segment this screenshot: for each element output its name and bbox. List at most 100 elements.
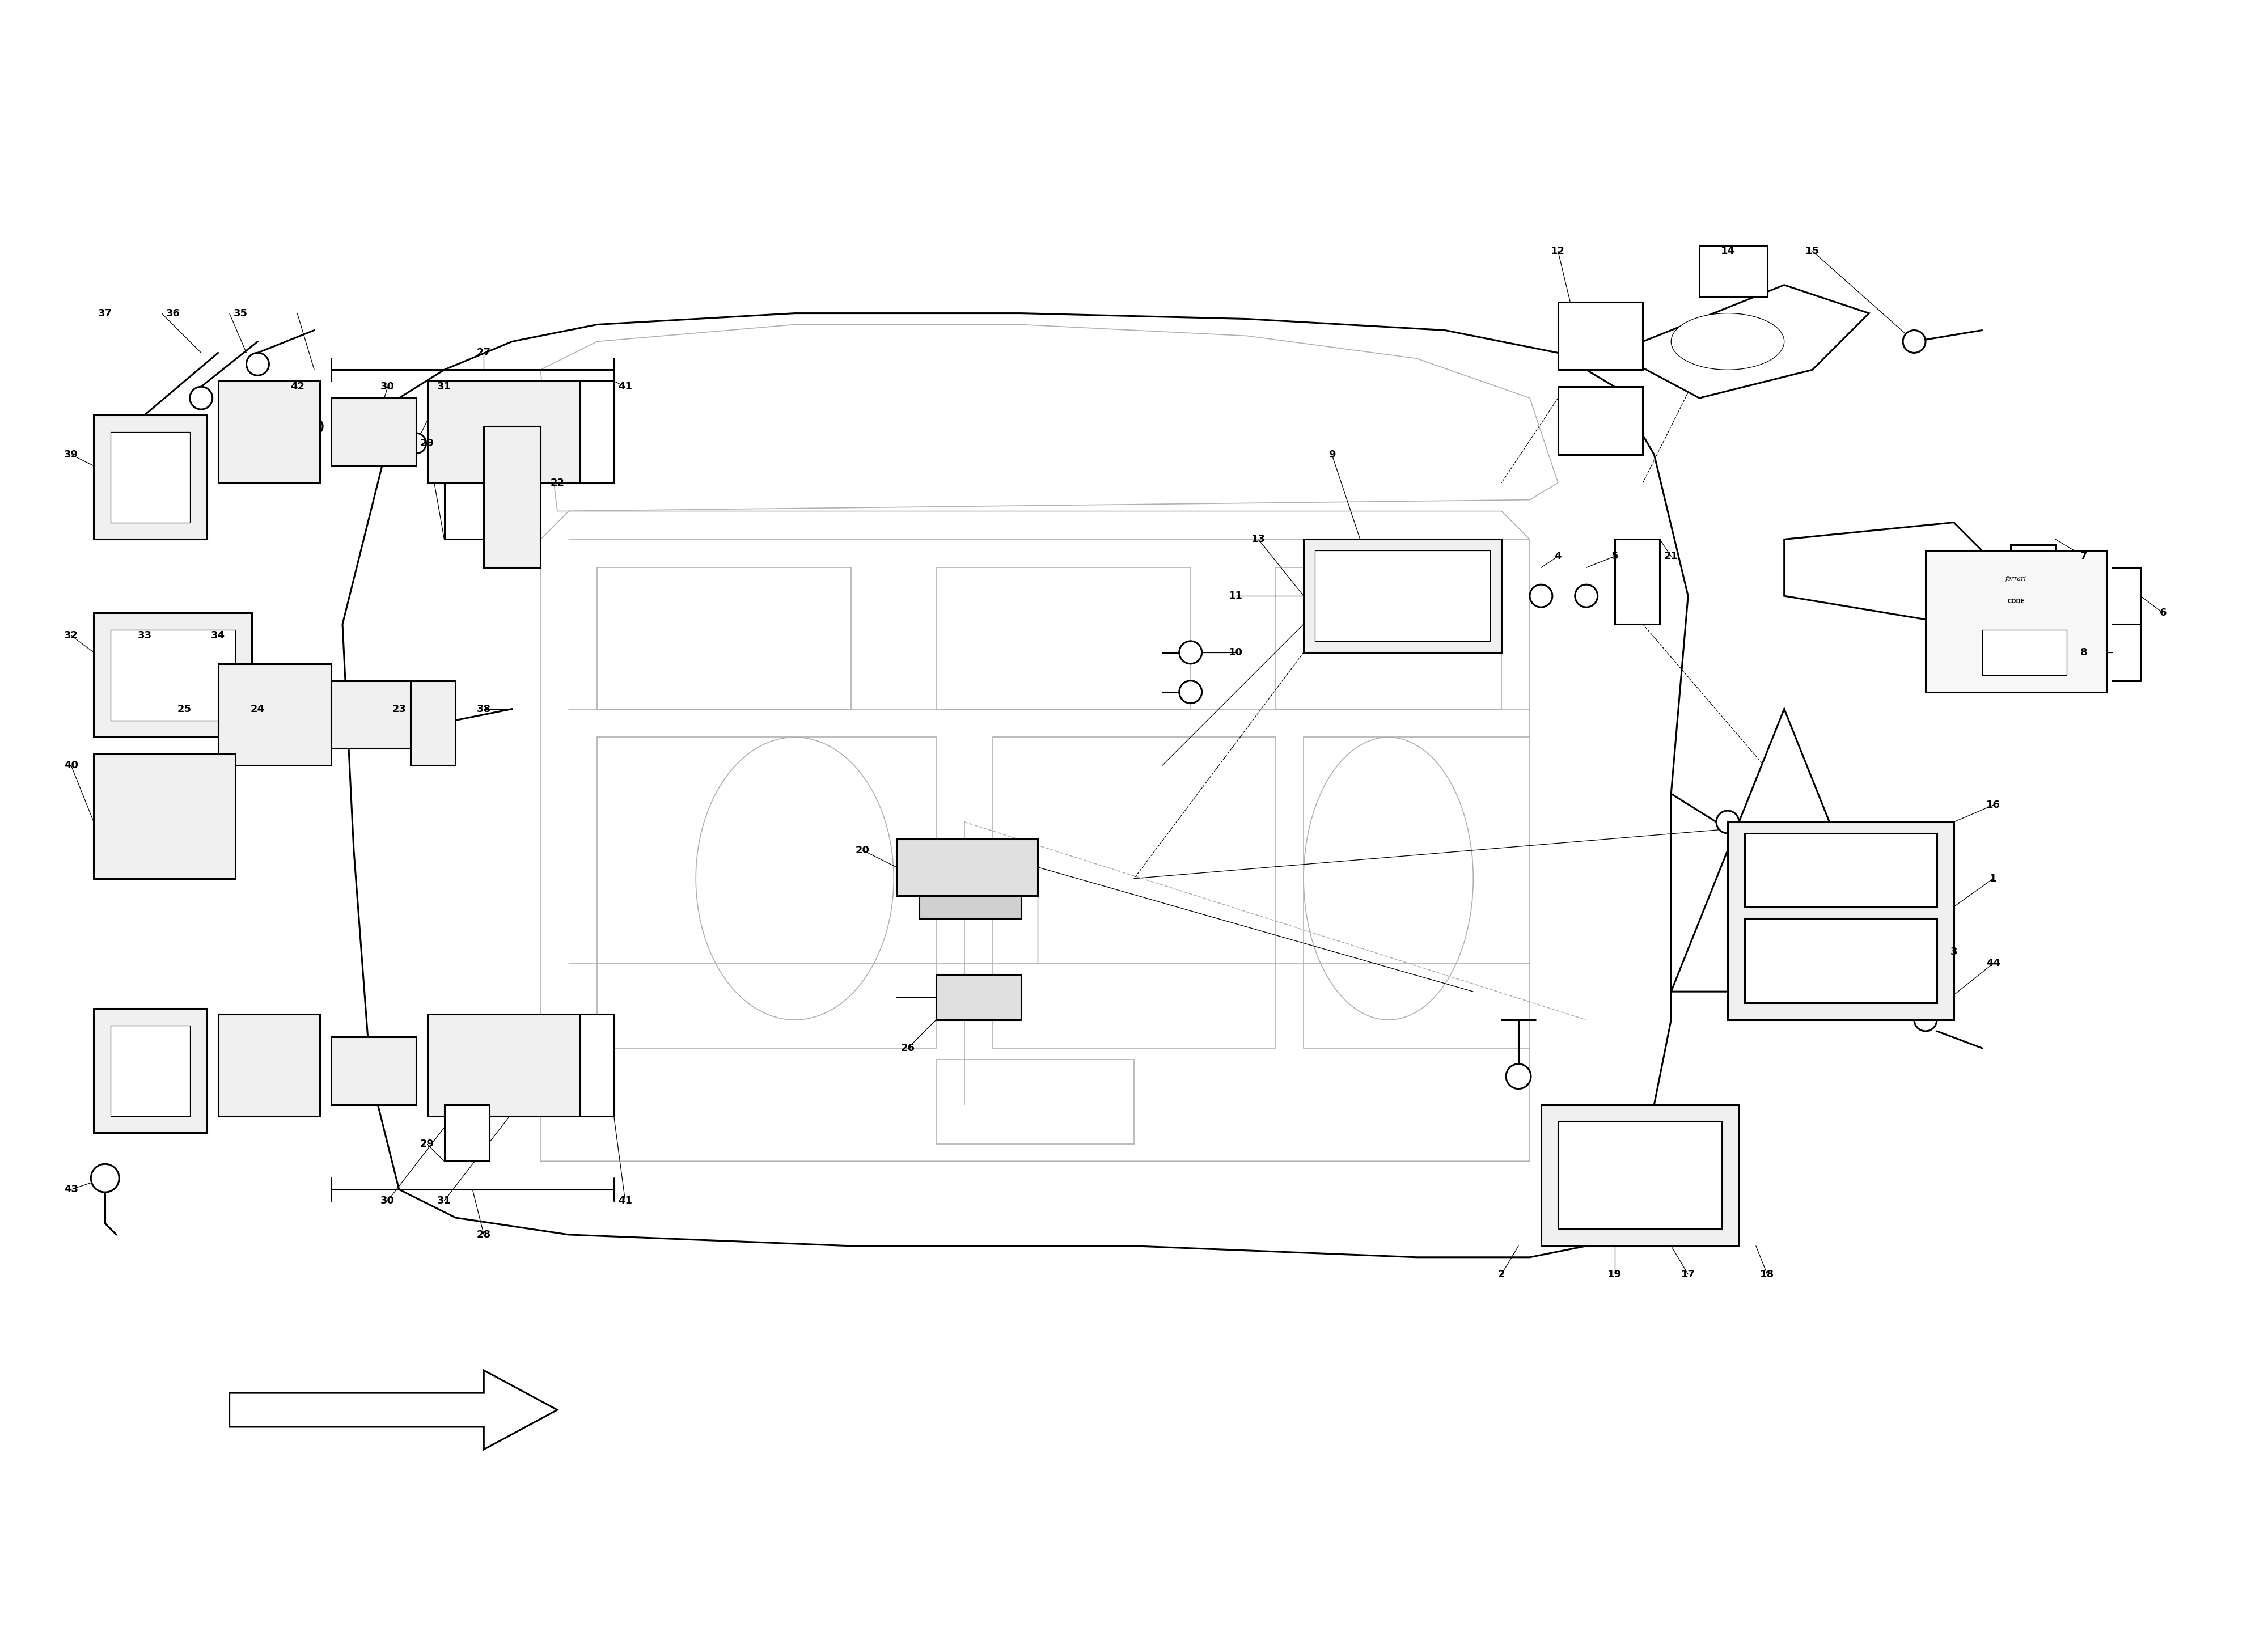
Bar (596, 567, 850, 709)
Circle shape (304, 710, 324, 730)
Text: 36: 36 (166, 307, 179, 319)
Circle shape (1549, 1108, 1567, 1124)
Polygon shape (1615, 284, 1869, 398)
Text: 25: 25 (177, 704, 191, 713)
Text: 22: 22 (551, 478, 565, 488)
Bar (1315, 551, 1490, 641)
Bar (93, 1008, 206, 1133)
Text: ferrari: ferrari (2005, 575, 2028, 582)
Polygon shape (540, 511, 1529, 1161)
Bar (218, 664, 331, 766)
Bar (331, 681, 415, 748)
Circle shape (109, 1080, 122, 1095)
Bar (331, 398, 415, 465)
Text: 33: 33 (138, 630, 152, 641)
Text: 35: 35 (234, 307, 247, 319)
Circle shape (247, 710, 268, 730)
Circle shape (91, 1164, 120, 1192)
Bar (896, 838, 1039, 896)
Bar (581, 381, 615, 483)
Text: 44: 44 (1987, 958, 2000, 968)
Bar (331, 1037, 415, 1105)
Circle shape (1801, 952, 1823, 975)
Circle shape (1869, 952, 1892, 975)
Bar (1699, 245, 1767, 296)
Circle shape (184, 1080, 197, 1095)
Circle shape (1529, 585, 1551, 607)
Ellipse shape (1672, 314, 1785, 370)
Text: 21: 21 (1665, 551, 1678, 562)
Text: 38: 38 (476, 704, 490, 713)
Bar (426, 381, 596, 483)
Polygon shape (1672, 709, 1898, 991)
Bar (1304, 539, 1501, 653)
Text: 30: 30 (381, 381, 395, 391)
Circle shape (222, 628, 236, 643)
Circle shape (474, 1067, 494, 1087)
Circle shape (1574, 585, 1597, 607)
Text: 6: 6 (2159, 608, 2166, 618)
Bar (1926, 551, 2107, 692)
Circle shape (1717, 810, 1740, 834)
Text: 27: 27 (476, 349, 490, 358)
Text: 5: 5 (1610, 551, 1617, 562)
Circle shape (184, 493, 197, 506)
Circle shape (1719, 1220, 1735, 1238)
Circle shape (191, 386, 213, 409)
Text: 26: 26 (900, 1042, 914, 1054)
Bar (111, 432, 191, 523)
Text: 29: 29 (420, 439, 435, 449)
Bar (111, 1026, 191, 1116)
Circle shape (1719, 1108, 1735, 1124)
Circle shape (1506, 1064, 1531, 1088)
Text: 37: 37 (98, 307, 111, 319)
Text: 14: 14 (1721, 247, 1735, 256)
Circle shape (361, 432, 381, 454)
Text: 18: 18 (1760, 1269, 1774, 1279)
Text: 10: 10 (1229, 648, 1243, 658)
Bar (93, 755, 236, 878)
Bar (937, 567, 1191, 709)
Text: 3: 3 (1950, 947, 1957, 957)
Circle shape (1837, 559, 1878, 598)
Text: 28: 28 (476, 1230, 490, 1240)
Bar (1744, 917, 1937, 1003)
Text: 41: 41 (619, 1195, 633, 1205)
Bar (218, 381, 320, 483)
Circle shape (120, 843, 134, 857)
Bar (993, 737, 1275, 1049)
Circle shape (109, 1024, 122, 1037)
Circle shape (1549, 1220, 1567, 1238)
Text: 11: 11 (1229, 590, 1243, 602)
Bar (1744, 834, 1937, 907)
Circle shape (134, 414, 156, 437)
Text: 24: 24 (249, 704, 265, 713)
Bar (1540, 1105, 1740, 1246)
Circle shape (109, 437, 122, 450)
Bar (596, 737, 937, 1049)
Polygon shape (1785, 523, 2009, 625)
Text: 12: 12 (1551, 247, 1565, 256)
Circle shape (1903, 330, 1926, 353)
Circle shape (438, 718, 451, 733)
Bar (218, 1014, 320, 1116)
Circle shape (1848, 570, 1867, 587)
Text: 40: 40 (64, 761, 77, 771)
Text: 8: 8 (2080, 648, 2087, 658)
Text: 16: 16 (1987, 801, 2000, 810)
Bar (2009, 546, 2055, 579)
Text: 43: 43 (64, 1184, 77, 1195)
Circle shape (120, 628, 134, 643)
Polygon shape (342, 314, 1687, 1258)
Circle shape (531, 1067, 551, 1087)
Text: 19: 19 (1608, 1269, 1622, 1279)
Text: 32: 32 (64, 630, 77, 641)
Text: 7: 7 (2080, 551, 2087, 562)
Text: 30: 30 (381, 1195, 395, 1205)
Polygon shape (540, 324, 1558, 511)
Circle shape (1179, 681, 1202, 704)
Bar (1728, 822, 1953, 1019)
Text: 20: 20 (855, 845, 869, 855)
Bar (937, 1059, 1134, 1144)
Circle shape (120, 686, 134, 699)
